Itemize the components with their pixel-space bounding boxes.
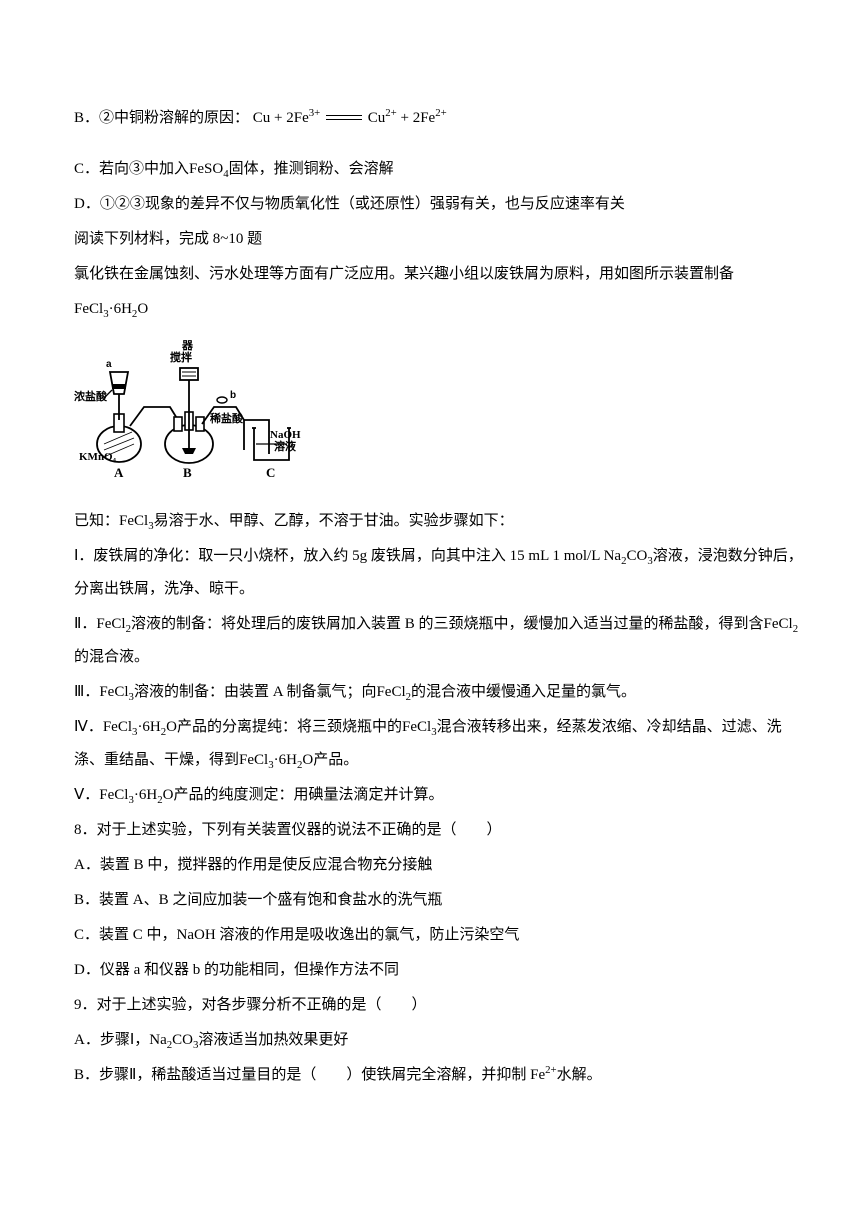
option-b: B．②中铜粉溶解的原因： Cu + 2Fe3+ Cu2+ + 2Fe2+ [74,102,808,135]
fe3-sup: 3+ [309,107,321,119]
step4-suffix: 产品。 [313,752,358,768]
option-d: D．①②③现象的差异不仅与物质氧化性（或还原性）强弱有关，也与反应速率有关 [74,188,808,221]
page-root: B．②中铜粉溶解的原因： Cu + 2Fe3+ Cu2+ + 2Fe2+ C．若… [0,0,860,1154]
hydrate-dot: ·6H [109,301,132,317]
q9b-suffix: 水解。 [557,1067,602,1083]
step4-dot1: ·6H [137,719,160,735]
step4-o2: O [302,752,313,768]
q9a-co: CO [172,1032,193,1048]
known-suffix: 易溶于水、甲醇、乙醇，不溶于甘油。实验步骤如下： [154,513,514,529]
known-prefix: 已知： [74,513,119,529]
q8-option-b: B．装置 A、B 之间应加装一个盛有饱和食盐水的洗气瓶 [74,884,808,917]
q9-stem: 9．对于上述实验，对各步骤分析不正确的是（ ） [74,989,808,1022]
cu2-sup: 2+ [385,107,397,119]
step-5: Ⅴ．FeCl3·6H2O产品的纯度测定：用碘量法滴定并计算。 [74,779,808,812]
step5-suffix: 产品的纯度测定：用碘量法滴定并计算。 [173,787,443,803]
step4-fecl3b: FeCl [402,719,431,735]
step2-fecl: FeCl [96,616,125,632]
q8-option-a: A．装置 B 中，搅拌器的作用是使反应混合物充分接触 [74,849,808,882]
eq-lhs: Cu + 2Fe [253,110,309,126]
step1-prefix: Ⅰ．废铁屑的净化：取一只小烧杯，放入约 5g 废铁屑，向其中注入 15 mL 1… [74,548,604,564]
q9a-na: Na [149,1032,167,1048]
svg-text:溶液: 溶液 [274,439,297,453]
step5-dot: ·6H [134,787,157,803]
option-c-suffix: 固体，推测铜粉、会溶解 [229,161,394,177]
known-line: 已知：FeCl3易溶于水、甲醇、乙醇，不溶于甘油。实验步骤如下： [74,505,808,538]
step2-prefix: Ⅱ． [74,616,96,632]
svg-text:C: C [266,465,275,480]
feso4: FeSO [189,161,223,177]
step4-fecl: FeCl [103,719,132,735]
formula-main: FeCl3·6H2O [74,293,808,326]
apparatus-svg: a 浓盐酸 KMnO₄ A 搅拌 器 B [74,332,304,482]
step1-na: Na [604,548,622,564]
q8-stem: 8．对于上述实验，下列有关装置仪器的说法不正确的是（ ） [74,814,808,847]
svg-text:b: b [230,390,236,401]
step4-fecl3c: FeCl [239,752,268,768]
step-2: Ⅱ．FeCl2溶液的制备：将处理后的废铁屑加入装置 B 的三颈烧瓶中，缓慢加入适… [74,608,808,674]
step3-suffix: 的混合液中缓慢通入足量的氯气。 [411,684,636,700]
step4-dot2: ·6H [274,752,297,768]
q9-option-a: A．步骤Ⅰ，Na2CO3溶液适当加热效果更好 [74,1024,808,1057]
step5-prefix: Ⅴ． [74,787,99,803]
q9a-suffix: 溶液适当加热效果更好 [198,1032,348,1048]
step-4: Ⅳ．FeCl3·6H2O产品的分离提纯：将三颈烧瓶中的FeCl3混合液转移出来，… [74,711,808,777]
q9a-prefix: A．步骤Ⅰ， [74,1032,149,1048]
step2-suffix: 的混合液。 [74,649,149,665]
option-c-prefix: C．若向③中加入 [74,161,189,177]
q8-option-d: D．仪器 a 和仪器 b 的功能相同，但操作方法不同 [74,954,808,987]
step3-prefix: Ⅲ． [74,684,99,700]
passage-1: 氯化铁在金属蚀刻、污水处理等方面有广泛应用。某兴趣小组以废铁屑为原料，用如图所示… [74,258,808,291]
svg-text:NaOH: NaOH [270,429,301,441]
step-3: Ⅲ．FeCl3溶液的制备：由装置 A 制备氯气；向FeCl2的混合液中缓慢通入足… [74,676,808,709]
svg-text:浓盐酸: 浓盐酸 [74,389,108,403]
step3-fecl: FeCl [99,684,128,700]
svg-text:KMnO₄: KMnO₄ [79,451,117,463]
h2o-o: O [137,301,148,317]
svg-text:B: B [183,465,192,480]
step2-fecl2b-sub: 2 [793,623,798,635]
step5-o: O [163,787,174,803]
q9b-sup: 2+ [545,1064,557,1076]
eq-plus: + 2Fe [397,110,435,126]
step3-fecl2: FeCl [376,684,405,700]
svg-text:A: A [114,465,124,480]
svg-text:搅拌: 搅拌 [170,350,192,364]
known-fecl: FeCl [119,513,148,529]
svg-text:a: a [106,359,112,370]
intro-line: 阅读下列材料，完成 8~10 题 [74,223,808,256]
q8-option-c: C．装置 C 中，NaOH 溶液的作用是吸收逸出的氯气，防止污染空气 [74,919,808,952]
svg-text:器: 器 [181,339,194,352]
step4-o: O [166,719,177,735]
step2-fecl2b: FeCl [764,616,793,632]
q9b-prefix: B．步骤Ⅱ，稀盐酸适当过量目的是（ ）使铁屑完全溶解，并抑制 Fe [74,1067,545,1083]
fecl3-text: FeCl [74,301,103,317]
apparatus-diagram: a 浓盐酸 KMnO₄ A 搅拌 器 B [74,332,808,495]
svg-text:稀盐酸: 稀盐酸 [210,411,244,425]
step4-prefix: Ⅳ． [74,719,103,735]
step1-co: CO [626,548,647,564]
q9-option-b: B．步骤Ⅱ，稀盐酸适当过量目的是（ ）使铁屑完全溶解，并抑制 Fe2+水解。 [74,1059,808,1092]
step-1: Ⅰ．废铁屑的净化：取一只小烧杯，放入约 5g 废铁屑，向其中注入 15 mL 1… [74,540,808,606]
option-c: C．若向③中加入FeSO4固体，推测铜粉、会溶解 [74,153,808,186]
fe2-sup: 2+ [435,107,447,119]
option-b-prefix: B．②中铜粉溶解的原因： [74,110,249,126]
eq-cu: Cu [368,110,386,126]
step2-mid: 溶液的制备：将处理后的废铁屑加入装置 B 的三颈烧瓶中，缓慢加入适当过量的稀盐酸… [131,616,764,632]
equals-line [326,115,362,120]
step5-fecl: FeCl [99,787,128,803]
step4-mid1: 产品的分离提纯：将三颈烧瓶中的 [177,719,402,735]
step3-mid: 溶液的制备：由装置 A 制备氯气；向 [134,684,377,700]
